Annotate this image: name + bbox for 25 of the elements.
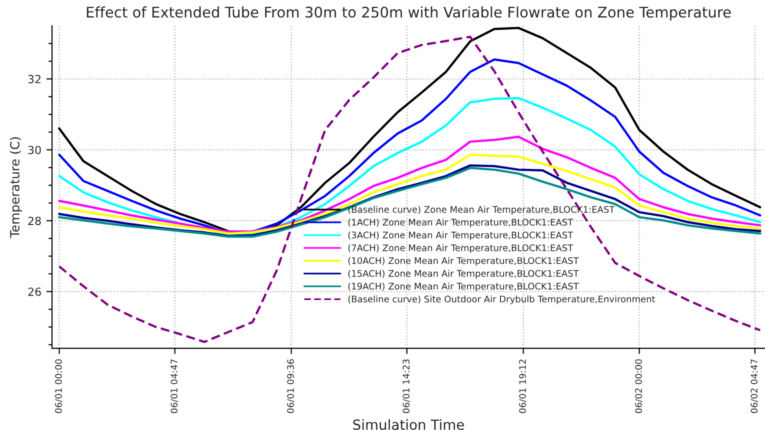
line-series [58,26,762,233]
line-series [58,36,762,344]
legend-label: (3ACH) Zone Mean Air Temperature,BLOCK1:EAST [348,231,574,240]
legend-label: (10ACH) Zone Mean Air Temperature,BLOCK1:EAST [348,257,579,266]
legend-label: (15ACH) Zone Mean Air Temperature,BLOCK1:EAST [348,270,579,279]
x-tick-label: 06/02 04:47 [750,359,758,414]
legend-label: (Baseline curve) Site Outdoor Air Drybulb Temperature,Environment [348,295,656,304]
y-tick-label: 30 [28,146,41,154]
x-tick-label: 06/01 19:12 [519,360,527,414]
y-axis-title: Temperature (C) [10,137,22,238]
x-tick-label: 06/01 09:36 [287,359,295,414]
x-axis-title: Simulation Time [353,419,464,430]
y-tick-label: 26 [28,288,41,296]
line-series [58,136,762,233]
legend-label: (19ACH) Zone Mean Air Temperature,BLOCK1:EAST [348,282,579,292]
legend-label: (7ACH) Zone Mean Air Temperature,BLOCK1:EAST [348,244,574,253]
x-tick-label: 06/02 00:00 [635,359,643,414]
legend-label: (1ACH) Zone Mean Air Temperature,BLOCK1:EAST [348,218,574,228]
x-tick-label: 06/01 14:23 [402,359,410,414]
legend-label: (Baseline curve) Zone Mean Air Temperature,BLOCK1:EAST [348,206,615,215]
x-tick-label: 06/01 00:00 [55,359,63,414]
chart-title: Effect of Extended Tube From 30m to 250m with Variable Flowrate on Zone Temperature [86,6,731,20]
y-tick-label: 32 [28,74,40,84]
y-tick-label: 28 [28,216,41,226]
x-tick-label: 06/01 04:47 [170,359,178,414]
